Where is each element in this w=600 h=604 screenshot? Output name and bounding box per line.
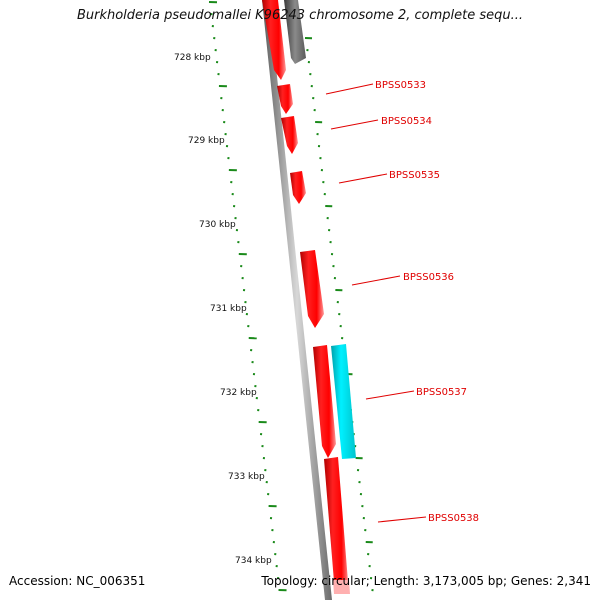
gene-labels: BPSS0533 BPSS0534 BPSS0535 BPSS0536 BPSS…: [375, 80, 479, 524]
ruler-tick-label: 730 kbp: [199, 220, 236, 230]
gene-label[interactable]: BPSS0533: [375, 80, 426, 91]
callout-line: [366, 391, 414, 399]
callout-line: [378, 517, 426, 522]
ruler-tick-label: 729 kbp: [188, 136, 225, 146]
accession-text: Accession: NC_006351: [9, 574, 145, 588]
genome-summary-text: Topology: circular; Length: 3,173,005 bp…: [261, 574, 591, 588]
callout-line: [352, 276, 400, 285]
gene-label[interactable]: BPSS0534: [381, 116, 432, 127]
gene-feature-bpss0538[interactable]: [313, 345, 336, 458]
ruler-labels: 728 kbp 729 kbp 730 kbp 731 kbp 732 kbp …: [174, 53, 272, 566]
gene-label[interactable]: BPSS0537: [416, 387, 467, 398]
ruler-tick-label: 728 kbp: [174, 53, 211, 63]
callout-line: [331, 120, 378, 129]
gene-feature-bpss0537[interactable]: [300, 250, 324, 328]
gene-feature-bpss0536[interactable]: [290, 171, 306, 204]
gene-callouts: [326, 84, 426, 522]
ruler-tick-label: 731 kbp: [210, 304, 247, 314]
ruler-tick-label: 733 kbp: [228, 472, 265, 482]
ruler-tick-label: 732 kbp: [220, 388, 257, 398]
callout-line: [339, 174, 387, 183]
gene-label[interactable]: BPSS0535: [389, 170, 440, 181]
ruler-tick-label: 734 kbp: [235, 556, 272, 566]
page-title: Burkholderia pseudomallei K96243 chromos…: [0, 8, 600, 23]
gene-label[interactable]: BPSS0538: [428, 513, 479, 524]
gene-label[interactable]: BPSS0536: [403, 272, 454, 283]
callout-line: [326, 84, 373, 94]
